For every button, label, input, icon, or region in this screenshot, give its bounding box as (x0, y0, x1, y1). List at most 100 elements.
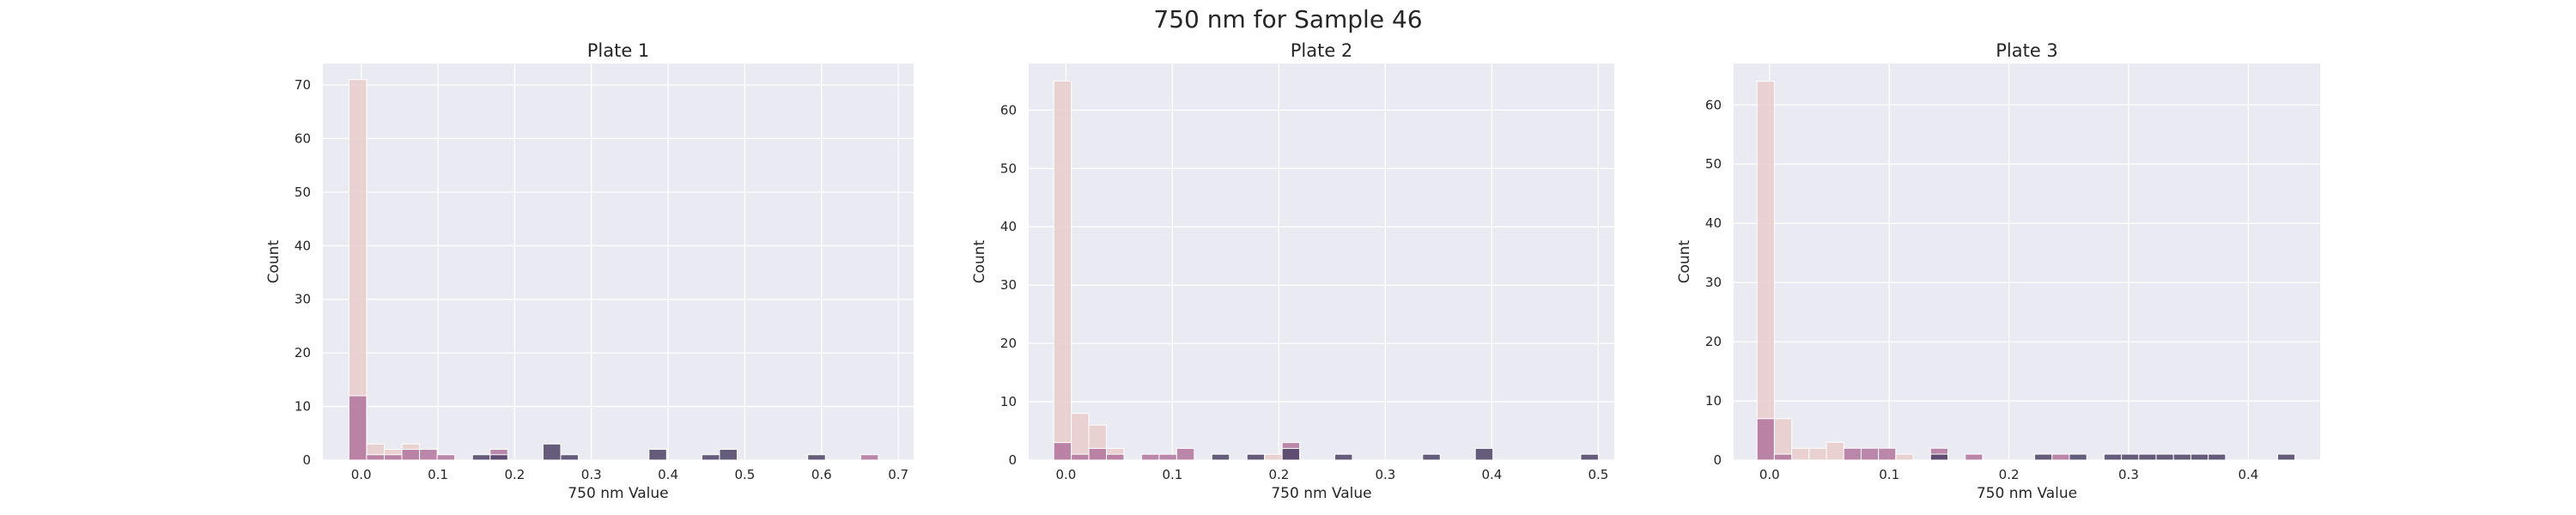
y-tick-label: 20 (295, 345, 311, 360)
panels: 0.0 0.1 0.2 0.3 0.4 0.5 0.6 0.7 0 10 20 30 40 50 60 70 7… (265, 40, 2320, 502)
y-tick-label: 30 (1705, 275, 1722, 290)
histogram-bar (1264, 453, 1283, 461)
histogram-bar (1053, 442, 1072, 461)
histogram-bar (807, 454, 826, 461)
histogram-bar (383, 454, 403, 461)
y-axis-label: Count (971, 239, 988, 283)
histogram-bar (1422, 453, 1441, 461)
histogram-bar (2034, 453, 2053, 461)
x-tick-label: 0.0 (1759, 467, 1780, 482)
histogram-bars (1756, 81, 2296, 461)
histogram-bar (1053, 80, 1072, 461)
x-axis-label: 750 nm Value (1271, 485, 1371, 502)
histogram-bar (719, 449, 738, 461)
histogram-bar (2155, 453, 2174, 461)
histogram-bar (1158, 453, 1177, 461)
y-tick-label: 40 (1705, 215, 1722, 231)
histogram-bar (1895, 453, 1914, 461)
histogram-bar (560, 454, 580, 461)
figure-title: 750 nm for Sample 46 (1153, 5, 1422, 33)
histogram-bar (1808, 447, 1827, 461)
y-tick-label: 50 (295, 185, 311, 200)
histogram-bar (1334, 453, 1353, 461)
y-tick-label: 30 (1000, 277, 1017, 293)
histogram-bar (1176, 447, 1195, 461)
histogram-bar (1474, 447, 1494, 461)
histogram-bar (2138, 453, 2157, 461)
histogram-bar (1088, 447, 1108, 461)
histogram-bar (2190, 453, 2209, 461)
x-axis-label: 750 nm Value (568, 485, 668, 502)
histogram-bar (701, 454, 720, 461)
y-tick-label: 0 (1713, 452, 1722, 468)
panel-title: Plate 1 (587, 40, 650, 61)
x-tick-label: 0.0 (1055, 467, 1076, 482)
y-axis-label: Count (1676, 239, 1693, 283)
x-tick-label: 0.1 (1879, 467, 1899, 482)
x-tick-label: 0.0 (351, 467, 372, 482)
histogram-bar (1843, 447, 1862, 461)
histogram-bar (1281, 447, 1301, 461)
histogram-bar (489, 454, 508, 461)
histogram-bar (1826, 441, 1844, 461)
x-tick-label: 0.4 (658, 467, 678, 482)
histogram-bar (2103, 453, 2123, 461)
y-tick-label: 10 (1705, 393, 1722, 409)
histogram-bar (1246, 453, 1266, 461)
x-tick-label: 0.3 (1375, 467, 1395, 482)
histogram-bar (1773, 453, 1793, 461)
histogram-bars (348, 79, 879, 461)
panel-title: Plate 2 (1291, 40, 1353, 61)
y-tick-label: 40 (1000, 219, 1017, 234)
histogram-bar (2121, 453, 2140, 461)
y-tick-label: 0 (1008, 452, 1017, 468)
histogram-bar (436, 454, 456, 461)
x-tick-label: 0.1 (428, 467, 448, 482)
y-tick-label: 60 (1705, 97, 1722, 112)
y-tick-label: 50 (1000, 161, 1017, 176)
histogram-bar (348, 395, 368, 461)
plot-area (323, 64, 914, 460)
x-tick-label: 0.7 (888, 467, 908, 482)
y-tick-label: 60 (1000, 102, 1017, 118)
histogram-bar (1071, 453, 1090, 461)
histogram-bar (1211, 453, 1230, 461)
histogram-bar (1791, 447, 1810, 461)
histogram-bar (2208, 453, 2227, 461)
histogram-bar (648, 449, 667, 461)
histogram-bars (1053, 80, 1599, 461)
y-axis-label: Count (265, 239, 283, 283)
y-tick-label: 0 (302, 452, 311, 468)
histogram-bar (1929, 453, 1949, 461)
histogram-bar (1140, 453, 1160, 461)
y-tick-label: 10 (1000, 394, 1017, 409)
y-tick-label: 70 (295, 77, 311, 93)
histogram-bar (401, 449, 421, 461)
histogram-bar (471, 454, 491, 461)
y-tick-label: 40 (295, 238, 311, 253)
y-tick-label: 20 (1000, 336, 1017, 351)
plot-area (1734, 64, 2320, 460)
panel-3: 0.0 0.1 0.2 0.3 0.4 0 10 20 30 40 50 60 750 nm Value… (1676, 40, 2320, 502)
histogram-bar (2051, 453, 2070, 461)
x-tick-label: 0.5 (1588, 467, 1608, 482)
histogram-bar (542, 443, 562, 461)
x-tick-label: 0.2 (1268, 467, 1289, 482)
x-tick-label: 0.3 (2118, 467, 2139, 482)
panel-1: 0.0 0.1 0.2 0.3 0.4 0.5 0.6 0.7 0 10 20 30 40 50 60 70 7… (265, 40, 914, 502)
histogram-bar (860, 454, 879, 461)
panel-2: 0.0 0.1 0.2 0.3 0.4 0.5 0 10 20 30 40 50 60 750 nm Va… (971, 40, 1614, 502)
x-tick-label: 0.4 (2238, 467, 2258, 482)
x-tick-label: 0.6 (811, 467, 832, 482)
plot-area (1029, 64, 1614, 460)
y-tick-label: 30 (295, 292, 311, 307)
y-tick-label: 60 (295, 130, 311, 146)
x-tick-label: 0.4 (1481, 467, 1502, 482)
histogram-bar (1965, 453, 1984, 461)
y-tick-label: 50 (1705, 156, 1722, 172)
x-tick-label: 0.2 (504, 467, 525, 482)
histogram-bar (1860, 447, 1880, 461)
histogram-bar (419, 449, 438, 461)
panel-title: Plate 3 (1996, 40, 2058, 61)
histogram-bar (2172, 453, 2191, 461)
